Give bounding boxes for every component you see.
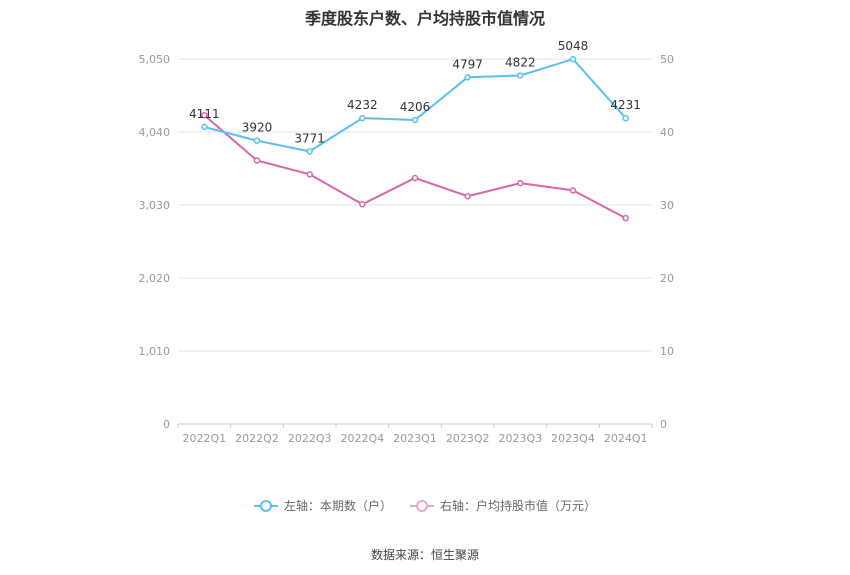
left-axis-tick-label: 0 (163, 418, 170, 431)
data-label: 4111 (189, 107, 220, 121)
x-axis-tick-label: 2022Q3 (288, 432, 332, 445)
x-axis-tick-label: 2022Q4 (341, 432, 385, 445)
x-axis-tick-label: 2023Q2 (446, 432, 490, 445)
legend-label-right: 右轴：户均持股市值（万元） (440, 499, 597, 513)
x-axis-tick-label: 2024Q1 (604, 432, 648, 445)
avg-holding-value-point (411, 174, 419, 182)
data-label: 4231 (610, 98, 641, 112)
holders-count-point (359, 114, 366, 122)
left-axis-tick-label: 5,050 (139, 53, 171, 66)
data-label: 4206 (400, 100, 431, 114)
x-axis-tick-label: 2023Q1 (393, 432, 437, 445)
legend-swatch-left (253, 499, 278, 512)
right-axis-tick-label: 40 (660, 126, 674, 139)
x-axis-tick-label: 2022Q2 (235, 432, 279, 445)
holders-count-point (622, 114, 629, 122)
avg-holding-value-point (201, 111, 208, 119)
avg-holding-value-point (359, 201, 366, 208)
holders-count-point (517, 72, 524, 79)
x-axis-tick-label: 2023Q4 (551, 432, 595, 445)
avg-holding-value-point (517, 179, 524, 187)
data-label: 3771 (294, 131, 325, 145)
legend: 左轴：本期数（户） 右轴：户均持股市值（万元） (0, 497, 850, 514)
left-axis-tick-label: 2,020 (139, 272, 171, 285)
legend-item-left-series[interactable]: 左轴：本期数（户） (253, 497, 392, 514)
left-axis-tick-label: 3,030 (139, 199, 171, 212)
holders-count-point (253, 137, 261, 144)
x-axis-tick-label: 2022Q1 (183, 432, 227, 445)
avg-holding-value-point (464, 192, 471, 200)
avg-holding-value-point (622, 214, 629, 222)
right-axis-tick-label: 10 (660, 345, 674, 358)
data-label: 3920 (242, 121, 273, 135)
right-axis-tick-label: 20 (660, 272, 674, 285)
data-label: 5048 (558, 39, 589, 53)
chart-title: 季度股东户数、户均持股市值情况 (304, 9, 545, 28)
data-source: 数据来源：恒生聚源 (370, 548, 479, 562)
avg-holding-value-point (253, 157, 261, 164)
right-axis-tick-label: 0 (660, 418, 667, 431)
right-axis-tick-label: 30 (660, 199, 674, 212)
data-label: 4232 (347, 98, 378, 112)
left-axis-tick-label: 4,040 (139, 126, 171, 139)
legend-swatch-right (410, 499, 434, 512)
holders-count-point (411, 116, 419, 124)
avg-holding-value-point (306, 171, 313, 178)
holders-count-point (306, 148, 313, 155)
holders-count-point (464, 74, 471, 81)
holders-count-point (201, 123, 208, 131)
x-axis-tick-label: 2023Q3 (499, 432, 543, 445)
right-axis-tick-label: 50 (660, 53, 674, 66)
avg-holding-value-point (569, 187, 577, 194)
data-label: 4797 (452, 57, 483, 71)
legend-label-left: 左轴：本期数（户） (283, 499, 392, 513)
left-axis-tick-label: 1,010 (139, 345, 171, 358)
data-label: 4822 (505, 55, 536, 69)
legend-item-right-series[interactable]: 右轴：户均持股市值（万元） (410, 497, 596, 514)
holders-count-point (569, 55, 577, 63)
